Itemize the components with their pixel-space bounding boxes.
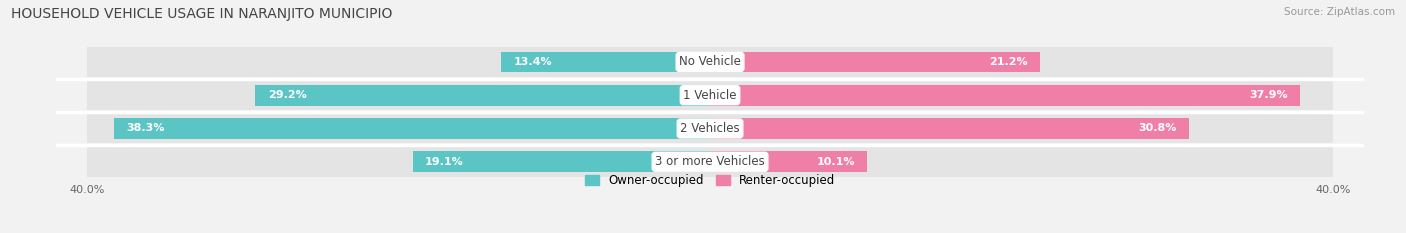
Bar [710, 47, 1333, 77]
Bar [87, 80, 710, 110]
Text: 3 or more Vehicles: 3 or more Vehicles [655, 155, 765, 168]
Text: No Vehicle: No Vehicle [679, 55, 741, 69]
Text: Source: ZipAtlas.com: Source: ZipAtlas.com [1284, 7, 1395, 17]
Bar [87, 113, 710, 144]
Legend: Owner-occupied, Renter-occupied: Owner-occupied, Renter-occupied [585, 174, 835, 187]
Bar [502, 51, 710, 72]
Bar [413, 151, 710, 172]
Text: 19.1%: 19.1% [425, 157, 464, 167]
Text: 10.1%: 10.1% [817, 157, 855, 167]
Text: 29.2%: 29.2% [269, 90, 307, 100]
Bar [710, 80, 1333, 110]
Bar [256, 85, 710, 106]
Text: 37.9%: 37.9% [1249, 90, 1288, 100]
Text: 30.8%: 30.8% [1139, 123, 1177, 134]
Bar [710, 151, 868, 172]
Bar [87, 47, 710, 77]
Text: 2 Vehicles: 2 Vehicles [681, 122, 740, 135]
Text: 13.4%: 13.4% [515, 57, 553, 67]
Bar [710, 113, 1333, 144]
Bar [710, 85, 1301, 106]
Bar [710, 147, 1333, 177]
Text: HOUSEHOLD VEHICLE USAGE IN NARANJITO MUNICIPIO: HOUSEHOLD VEHICLE USAGE IN NARANJITO MUN… [11, 7, 392, 21]
Bar [114, 118, 710, 139]
Text: 21.2%: 21.2% [988, 57, 1028, 67]
Bar [87, 147, 710, 177]
Bar [710, 118, 1189, 139]
Bar [710, 51, 1040, 72]
Text: 1 Vehicle: 1 Vehicle [683, 89, 737, 102]
Text: 38.3%: 38.3% [127, 123, 165, 134]
